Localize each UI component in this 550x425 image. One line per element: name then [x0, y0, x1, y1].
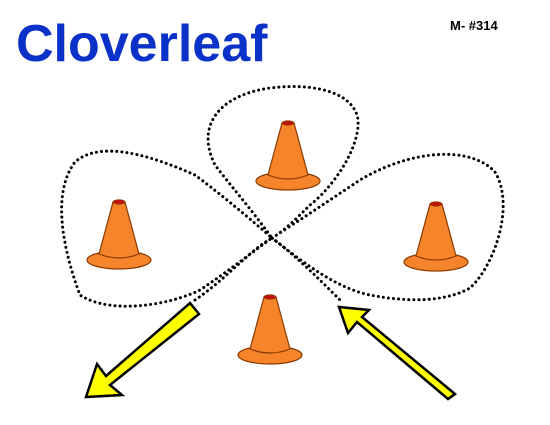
exit-arrow: [84, 301, 201, 399]
entry-arrow: [337, 305, 458, 401]
cone-left: [86, 199, 152, 270]
cone-top: [255, 120, 321, 191]
drill-code: M- #314: [450, 18, 498, 33]
cone-bottom: [237, 294, 303, 365]
cone-right: [403, 201, 469, 272]
cloverleaf-route-path: [60, 85, 505, 308]
page-title: Cloverleaf: [16, 15, 268, 73]
